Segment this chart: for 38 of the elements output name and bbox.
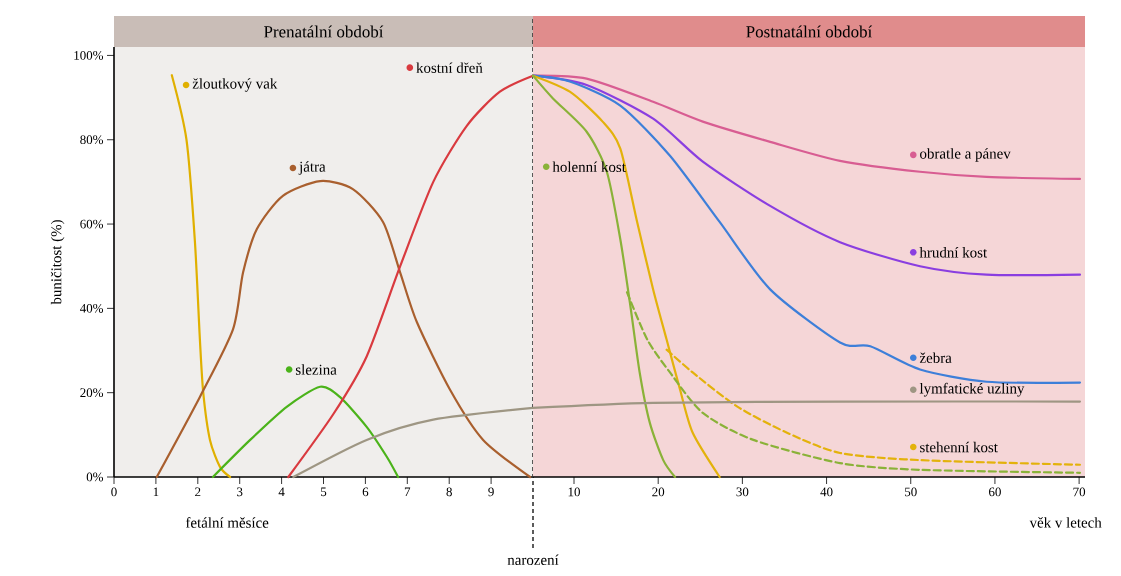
- x-tick-label: 4: [278, 487, 285, 497]
- y-axis-title: buničitost (%): [50, 220, 65, 305]
- x-axis-title: věk v letech: [1029, 517, 1102, 528]
- x-tick-label: 50: [905, 487, 917, 497]
- x-tick-label: 30: [736, 487, 749, 497]
- x-axis-title: fetální měsíce: [185, 517, 269, 528]
- x-tick-label: 7: [404, 487, 411, 496]
- x-tick-label: 3: [237, 487, 243, 497]
- legend-label: játra: [298, 161, 326, 175]
- ref-line-label: narození: [507, 554, 559, 566]
- legend-label: hrudní kost: [919, 247, 988, 258]
- x-tick-label: 6: [362, 487, 369, 497]
- legend-label: obratle a pánev: [920, 148, 1011, 162]
- chart-title: Prenatální období: [264, 25, 384, 38]
- x-tick-label: 2: [195, 487, 201, 497]
- y-tick-label: 40%: [79, 303, 104, 313]
- legend-label: slezina: [295, 364, 337, 375]
- x-tick-label: 8: [446, 487, 452, 497]
- y-tick-label: 80%: [80, 135, 104, 145]
- legend-label: stehenní kost: [920, 441, 998, 453]
- x-tick-label: 9: [488, 487, 494, 497]
- y-tick-label: 0%: [86, 472, 104, 482]
- x-tick-label: 10: [568, 487, 580, 497]
- x-tick-label: 1: [153, 487, 159, 497]
- legend-label: kostní dřeň: [416, 62, 483, 73]
- legend-label: lymfatické uzliny: [919, 382, 1025, 397]
- legend-label: žloutkový vak: [192, 78, 278, 92]
- y-tick-label: 20%: [80, 388, 104, 398]
- x-tick-label: 40: [820, 487, 833, 497]
- x-tick-label: 60: [989, 487, 1001, 497]
- x-tick-label: 20: [652, 487, 665, 497]
- y-tick-label: 60%: [80, 219, 104, 229]
- y-tick-label: 100%: [74, 51, 104, 60]
- x-tick-label: 5: [321, 487, 327, 497]
- legend-label: žebra: [919, 352, 952, 363]
- x-tick-label: 0: [111, 487, 117, 497]
- x-tick-label: 70: [1073, 487, 1086, 497]
- chart-title: Postnatální období: [746, 25, 873, 38]
